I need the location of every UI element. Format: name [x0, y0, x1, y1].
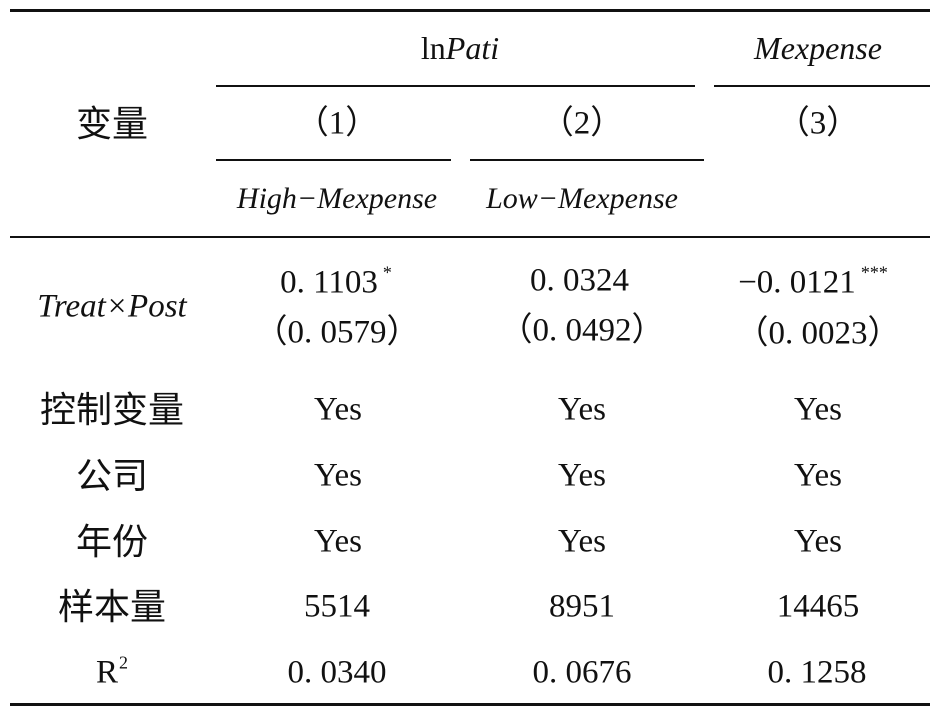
treat-col2-se: （0. 0492） [499, 312, 665, 349]
column-1-header: （1） [295, 105, 379, 142]
header-bottom-rule [10, 236, 930, 238]
treat-col1-coef: 0. 1103 * [280, 264, 392, 301]
group1-underline [216, 85, 695, 87]
table-cell: 8951 [549, 588, 615, 625]
row-label-controls: 控制变量 [39, 390, 185, 430]
row-label-firm: 公司 [75, 456, 149, 496]
group1-prefix: ln [420, 30, 446, 66]
top-rule [10, 9, 930, 12]
r-superscript: 2 [119, 652, 129, 673]
coef-value: 0. 1103 [280, 264, 378, 301]
variable-header: 变量 [75, 104, 149, 144]
row-label-r-squared: R2 [95, 654, 128, 691]
group2-header: Mexpense [754, 30, 882, 66]
column-3-header: （3） [776, 105, 860, 142]
table-cell: 5514 [304, 588, 370, 625]
treat-col3-coef: −0. 0121 *** [738, 264, 888, 301]
table-cell: Yes [793, 391, 843, 428]
subgroup2-underline [470, 159, 704, 161]
significance-stars: * [382, 262, 392, 283]
treat-col3-se: （0. 0023） [735, 315, 901, 352]
table-cell: 14465 [776, 588, 860, 625]
treat-post-label: Treat×Post [37, 288, 187, 325]
column-2-header: （2） [540, 105, 624, 142]
coef-value: −0. 0121 [738, 264, 856, 301]
r-letter: R [95, 654, 119, 691]
table-cell: 0. 0340 [287, 654, 387, 691]
table-cell: Yes [793, 457, 843, 494]
group1-header: lnPati [421, 32, 499, 64]
table-cell: 0. 1258 [767, 654, 867, 691]
significance-stars: *** [860, 262, 888, 283]
subgroup-1-header: High−Mexpense [236, 182, 438, 215]
row-label-year: 年份 [75, 522, 149, 562]
treat-col2-coef: 0. 0324 [530, 262, 634, 299]
group2-underline [714, 85, 930, 87]
table-cell: Yes [313, 391, 363, 428]
subgroup-2-header: Low−Mexpense [486, 182, 678, 215]
table-cell: Yes [313, 457, 363, 494]
group1-name: Pati [445, 30, 500, 66]
table-cell: Yes [557, 391, 607, 428]
coef-value: 0. 0324 [530, 262, 629, 299]
bottom-rule [10, 703, 930, 706]
treat-col1-se: （0. 0579） [254, 314, 420, 351]
table-cell: Yes [557, 457, 607, 494]
table-cell: Yes [313, 523, 363, 560]
subgroup1-underline [216, 159, 451, 161]
table-cell: Yes [557, 523, 607, 560]
table-cell: Yes [793, 523, 843, 560]
row-label-sample-size: 样本量 [57, 587, 167, 627]
table-cell: 0. 0676 [532, 654, 632, 691]
